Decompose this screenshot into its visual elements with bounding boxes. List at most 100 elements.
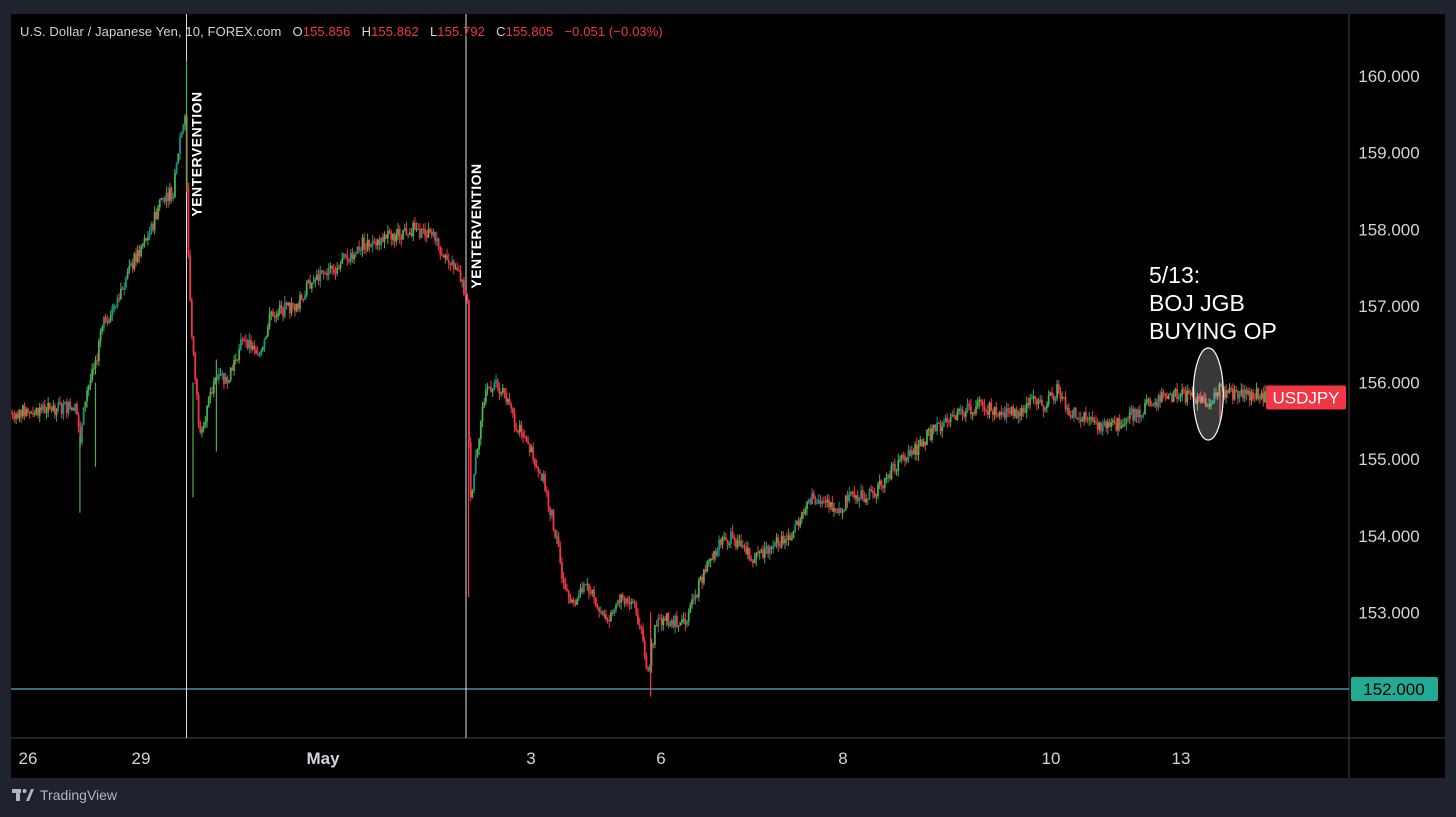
candle-body xyxy=(490,386,492,392)
candle-body xyxy=(380,237,383,246)
brand-name: TradingView xyxy=(40,787,118,803)
candle-body xyxy=(199,423,202,433)
candle-body xyxy=(206,405,208,422)
candle-body xyxy=(1015,409,1018,419)
candle-body xyxy=(888,474,891,479)
candle-body xyxy=(1154,402,1157,404)
candle-body xyxy=(697,580,700,598)
candle-body xyxy=(321,270,323,273)
candle-body xyxy=(400,237,403,240)
candle-body xyxy=(148,233,151,238)
candle-body xyxy=(435,238,438,242)
candle-body xyxy=(861,490,864,499)
chart-area[interactable]: 160.000 159.000 158.000 157.000 156.000 155.0… xyxy=(11,14,1445,778)
candle-body xyxy=(441,254,443,256)
candle-body xyxy=(919,439,922,446)
candle-body xyxy=(846,495,849,502)
candle-body xyxy=(1103,421,1106,425)
candle-body xyxy=(822,501,825,503)
candle-body xyxy=(599,611,602,613)
candle-body xyxy=(256,353,259,356)
candle-body xyxy=(1056,384,1059,398)
candle-body xyxy=(1215,392,1217,396)
candle-body xyxy=(812,493,815,500)
candle-body xyxy=(625,598,628,604)
candle-body xyxy=(483,402,486,407)
candle-body xyxy=(101,327,104,332)
candle-body xyxy=(917,445,920,456)
candle-body xyxy=(393,233,396,242)
candle-body xyxy=(834,508,837,510)
candle-body xyxy=(731,531,734,538)
candle-body xyxy=(302,299,305,301)
candle-body xyxy=(603,614,606,616)
candle-body xyxy=(1189,392,1192,396)
candle-body xyxy=(341,258,344,264)
candle-body xyxy=(745,546,748,554)
candle-body xyxy=(1008,412,1011,414)
candle-body xyxy=(297,303,300,309)
candle-body xyxy=(866,498,869,500)
candle-body xyxy=(882,486,884,488)
candle-body xyxy=(495,380,497,383)
candle-body xyxy=(1051,392,1053,397)
candle-body xyxy=(983,405,986,411)
candle-body xyxy=(537,467,540,472)
candle-body xyxy=(814,499,817,504)
candle-body xyxy=(209,391,212,398)
candle-body xyxy=(329,265,332,269)
candle-body xyxy=(1201,397,1204,403)
candle-body xyxy=(924,441,927,446)
candle-body xyxy=(251,345,254,350)
candle-body xyxy=(795,521,798,525)
candle-body xyxy=(1044,408,1047,411)
candle-body xyxy=(70,407,73,410)
candle-body xyxy=(282,307,284,317)
candle-body xyxy=(703,569,705,584)
candle-body xyxy=(1088,418,1091,420)
candle-body xyxy=(1013,409,1016,416)
x-tick-label: 8 xyxy=(838,749,847,768)
y-tick-label: 153.000 xyxy=(1358,603,1419,622)
candle-body xyxy=(714,551,717,556)
candle-body xyxy=(577,593,580,600)
candle-body xyxy=(821,501,824,504)
candle-body xyxy=(868,489,871,499)
candle-body xyxy=(96,360,99,362)
candle-body xyxy=(545,490,548,493)
candle-body xyxy=(758,551,761,554)
candle-body xyxy=(64,402,66,405)
candle-body xyxy=(114,306,117,308)
candle-body xyxy=(611,612,614,614)
candle-body xyxy=(1046,404,1048,409)
candle-body xyxy=(589,592,592,594)
candle-body xyxy=(860,490,862,499)
candle-body xyxy=(794,524,797,532)
candle-body xyxy=(591,589,594,594)
candle-body xyxy=(647,668,650,671)
candle-body xyxy=(528,443,531,453)
candle-body xyxy=(1003,412,1006,419)
candle-body xyxy=(684,618,687,625)
candle-body xyxy=(547,492,550,508)
candle-body xyxy=(660,618,663,626)
candle-body xyxy=(1150,405,1153,407)
candle-body xyxy=(221,372,224,375)
candle-body xyxy=(162,197,164,199)
price-chart[interactable]: 160.000 159.000 158.000 157.000 156.000 155.0… xyxy=(11,14,1445,778)
candle-body xyxy=(182,124,185,132)
candle-body xyxy=(733,537,736,540)
candle-body xyxy=(258,354,261,356)
candle-body xyxy=(1111,420,1114,423)
candle-body xyxy=(941,426,944,432)
candle-body xyxy=(167,192,170,201)
candle-body xyxy=(500,392,502,394)
candle-body xyxy=(922,441,925,447)
candle-body xyxy=(376,239,379,246)
candle-body xyxy=(978,399,981,403)
candle-body xyxy=(138,250,141,257)
candle-body xyxy=(1247,391,1249,394)
candle-body xyxy=(300,295,303,300)
candle-body xyxy=(1059,393,1062,399)
candle-body xyxy=(1159,395,1162,402)
